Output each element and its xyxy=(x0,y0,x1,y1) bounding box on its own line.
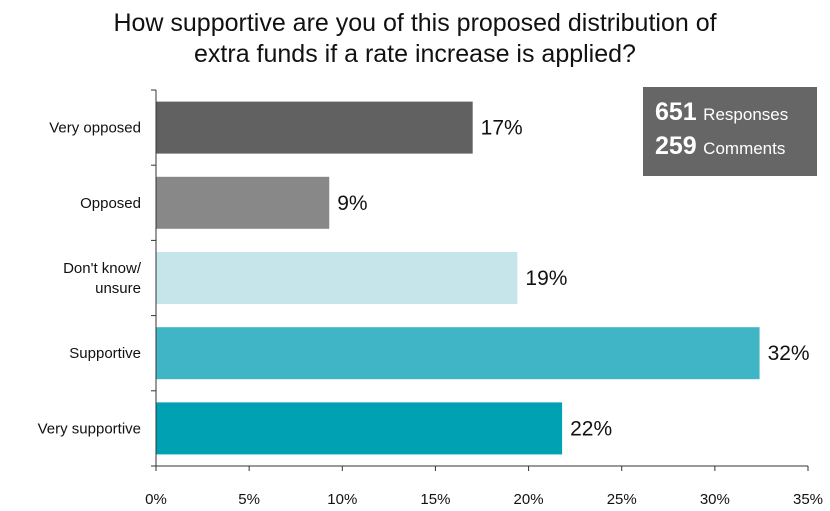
data-label-2: 9% xyxy=(337,192,367,215)
bar-5 xyxy=(156,402,563,455)
responses-stat: 651 Responses xyxy=(655,97,817,131)
category-label-2: Opposed xyxy=(80,195,141,212)
category-label-4: Supportive xyxy=(69,345,141,362)
data-label-5: 22% xyxy=(570,417,612,440)
x-tick-label-4: 20% xyxy=(514,491,544,508)
x-tick-label-7: 35% xyxy=(793,491,823,508)
comments-label: Comments xyxy=(703,139,786,158)
category-label-3: Don't know/unsure xyxy=(63,260,142,297)
category-label-5: Very supportive xyxy=(38,420,141,437)
x-tick-label-6: 30% xyxy=(700,491,730,508)
bar-4 xyxy=(156,327,760,380)
responses-label: Responses xyxy=(703,105,789,124)
bar-1 xyxy=(156,101,473,154)
data-label-3: 19% xyxy=(525,267,567,290)
bar-2 xyxy=(156,176,330,229)
comments-stat: 259 Comments xyxy=(655,131,817,165)
bar-3 xyxy=(156,252,518,304)
x-tick-label-2: 10% xyxy=(327,491,357,508)
responses-count: 651 xyxy=(655,98,697,126)
chart-title: How supportive are you of this proposed … xyxy=(0,8,830,70)
x-tick-label-3: 15% xyxy=(420,491,450,508)
data-label-1: 17% xyxy=(481,117,523,140)
x-tick-label-0: 0% xyxy=(145,491,167,508)
x-tick-label-1: 5% xyxy=(238,491,260,508)
stats-box: 651 Responses 259 Comments xyxy=(643,87,817,176)
data-label-4: 32% xyxy=(768,342,810,365)
chart-title-line-1: How supportive are you of this proposed … xyxy=(113,9,717,37)
category-label-1: Very opposed xyxy=(49,120,141,137)
chart-title-line-2: extra funds if a rate increase is applie… xyxy=(194,40,636,68)
x-tick-label-5: 25% xyxy=(607,491,637,508)
comments-count: 259 xyxy=(655,132,697,160)
